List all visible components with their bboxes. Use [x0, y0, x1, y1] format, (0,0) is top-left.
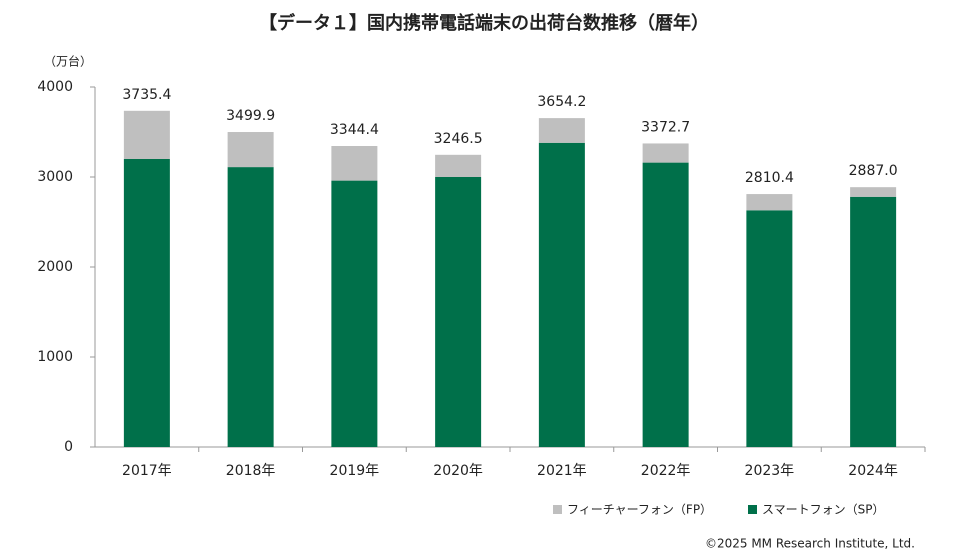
- bar-segment: [227, 132, 274, 168]
- chart-title: 【データ１】国内携帯電話端末の出荷台数推移（暦年）: [259, 12, 709, 34]
- total-label: 3499.9: [226, 108, 275, 124]
- y-tick-label: 1000: [37, 349, 73, 365]
- y-tick-label: 3000: [37, 169, 73, 185]
- bar-segment: [123, 159, 170, 447]
- x-tick-label: 2022年: [641, 463, 691, 479]
- bar-segment: [435, 154, 482, 177]
- bar-segment: [227, 167, 274, 447]
- bar-segment: [331, 180, 378, 447]
- bar-segment: [435, 177, 482, 447]
- total-label: 3246.5: [434, 131, 483, 147]
- bar-segment: [850, 196, 897, 447]
- total-label: 3372.7: [641, 119, 690, 135]
- x-tick-label: 2017年: [122, 463, 172, 479]
- x-tick-label: 2019年: [330, 463, 380, 479]
- legend-swatch: [553, 505, 562, 514]
- x-tick-label: 2023年: [745, 463, 795, 479]
- total-label: 2887.0: [849, 163, 898, 179]
- x-tick-label: 2024年: [848, 463, 898, 479]
- x-tick-label: 2021年: [537, 463, 587, 479]
- bar-segment: [850, 187, 897, 197]
- legend-label: スマートフォン（SP）: [762, 503, 885, 517]
- total-label: 3344.4: [330, 122, 379, 138]
- x-tick-label: 2020年: [433, 463, 483, 479]
- legend-swatch: [748, 505, 757, 514]
- y-tick-label: 2000: [37, 259, 73, 275]
- y-axis-label: （万台）: [44, 54, 92, 69]
- bar-segment: [746, 194, 793, 211]
- x-tick-label: 2018年: [226, 463, 276, 479]
- total-label: 3654.2: [537, 94, 586, 110]
- credit: ©2025 MM Research Institute, Ltd.: [705, 537, 915, 551]
- bar-segment: [642, 143, 689, 163]
- total-label: 2810.4: [745, 170, 794, 186]
- bar-segment: [123, 110, 170, 159]
- legend-label: フィーチャーフォン（FP）: [567, 503, 712, 517]
- bar-segment: [538, 118, 585, 143]
- total-label: 3735.4: [122, 87, 171, 103]
- y-tick-label: 4000: [37, 79, 73, 95]
- bar-segment: [331, 146, 378, 181]
- bar-segment: [746, 210, 793, 447]
- bar-segment: [642, 162, 689, 447]
- y-tick-label: 0: [64, 439, 73, 455]
- bar-segment: [538, 142, 585, 448]
